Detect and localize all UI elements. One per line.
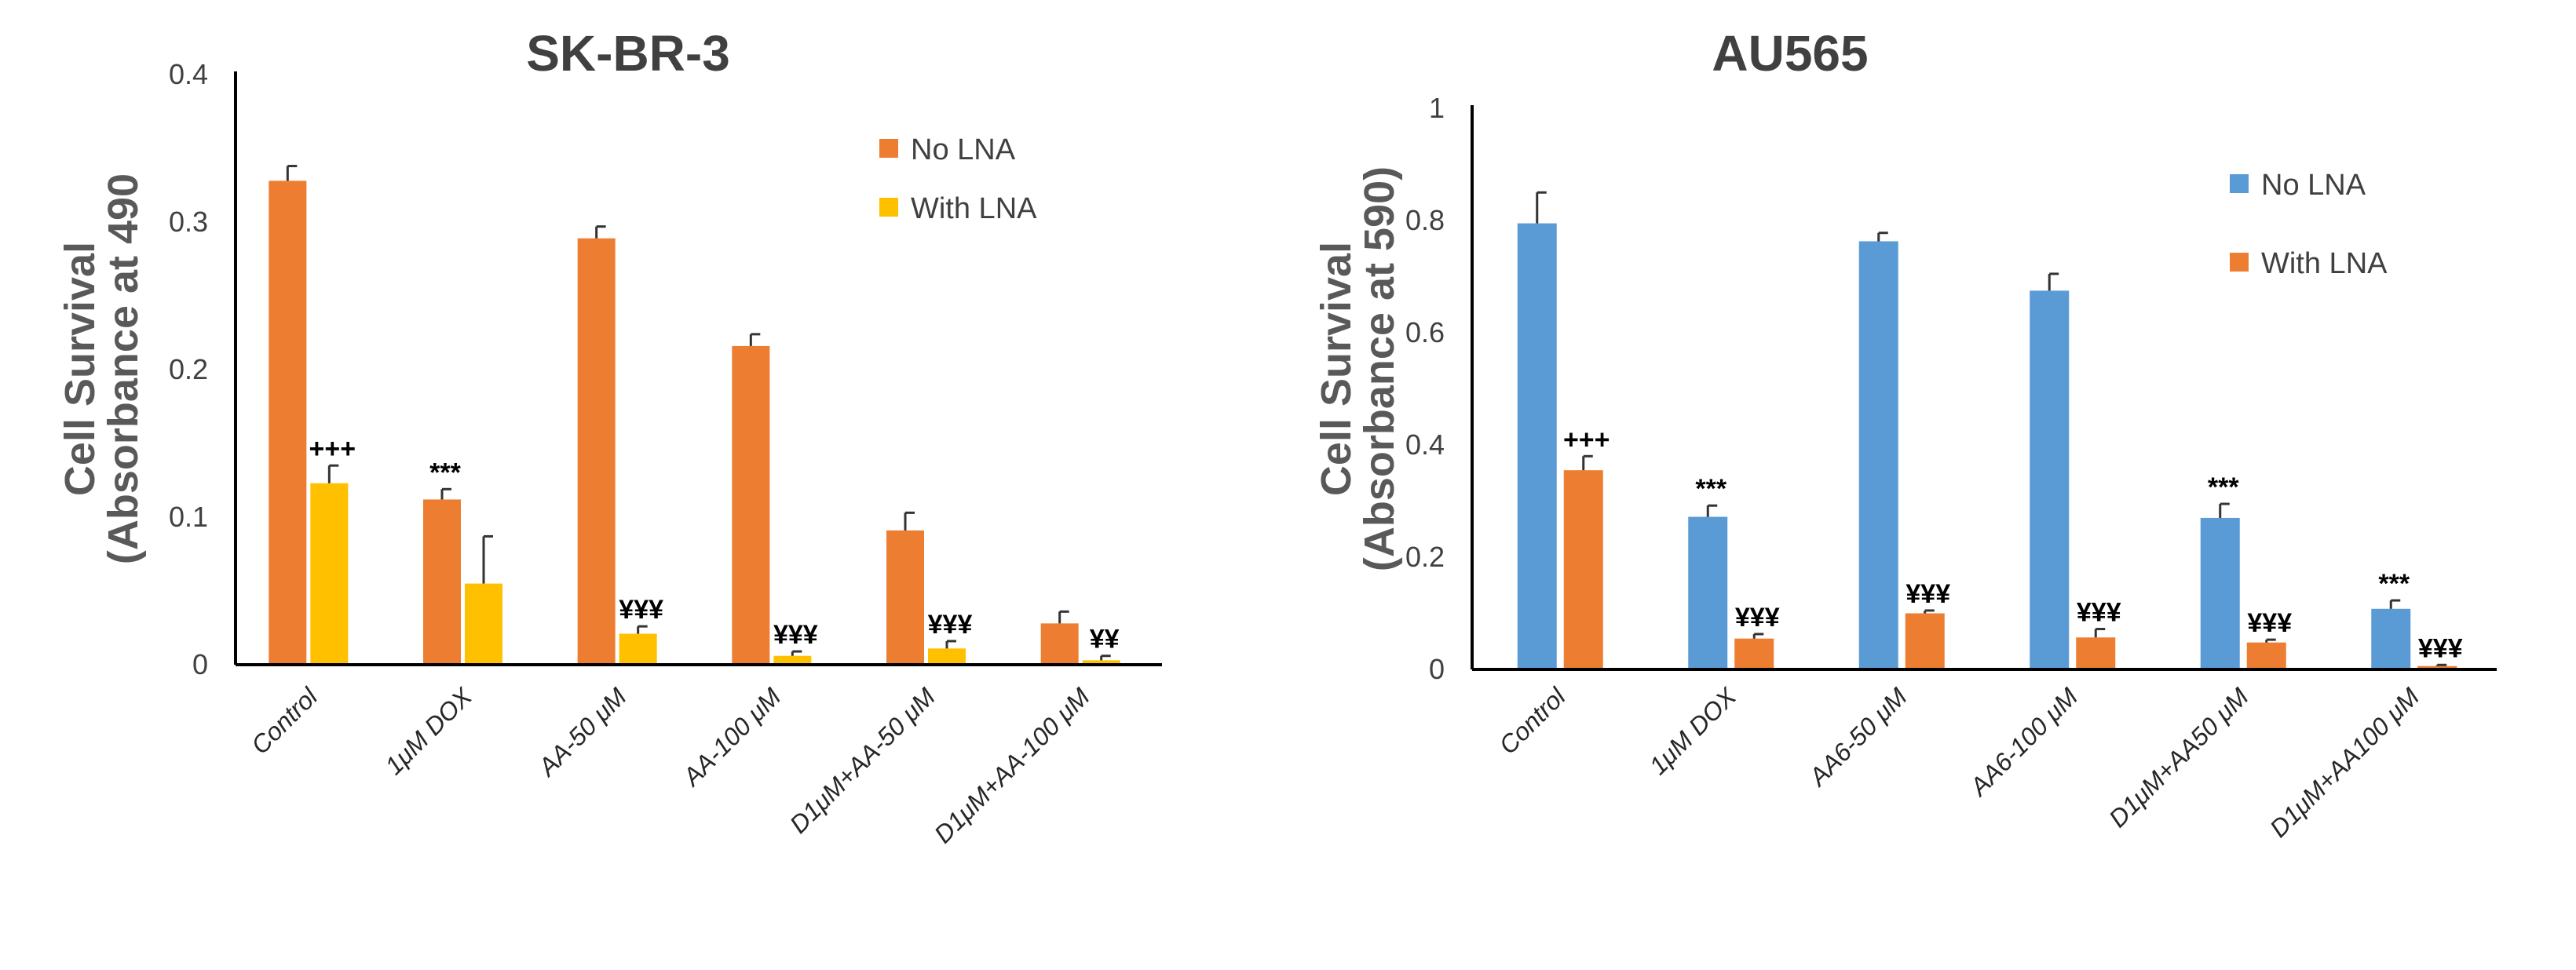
bar [732, 345, 770, 665]
x-category-label: Control [1493, 682, 1571, 760]
bar [2200, 517, 2240, 669]
bar [2030, 290, 2070, 669]
bar [1734, 638, 1774, 669]
chart-au565: AU565 Cell Survival (Absorbance at 590) 0 0.… [1288, 0, 2576, 966]
legend-swatch [2230, 174, 2249, 193]
bar [465, 583, 502, 665]
y-tick-label: 0.4 [169, 58, 208, 90]
significance-label: +++ [1563, 425, 1610, 454]
significance-label: ¥¥¥ [2077, 598, 2121, 628]
bar [2246, 642, 2286, 669]
bar [1517, 223, 1557, 669]
bar [773, 655, 812, 665]
y-tick-label: 0.2 [1405, 541, 1445, 573]
y-tick-label: 0.3 [169, 206, 208, 238]
significance-label: ¥¥¥ [928, 610, 973, 640]
y-tick-label: 0 [1429, 653, 1445, 685]
chart-sk-br-3-svg: SK-BR-3 Cell Survival(Absorbance at 490 0 0… [57, 25, 1162, 848]
significance-label: ¥¥¥ [773, 620, 818, 650]
y-tick-label: 0.8 [1405, 204, 1445, 236]
legend-label: No LNA [2261, 169, 2366, 202]
legend-swatch [879, 198, 898, 217]
chart-au565-svg: AU565 Cell Survival(Absorbance at 590) 0 0.… [1313, 25, 2497, 843]
x-category-label: AA-50 μM [532, 682, 632, 782]
y-tick-label: 0.2 [169, 353, 208, 385]
significance-label: ¥¥¥ [2418, 633, 2463, 663]
y-tick-label: 0.4 [1405, 428, 1445, 461]
x-category-label: AA6-100 μM [1964, 682, 2084, 802]
x-category-label: AA6-50 μM [1803, 682, 1913, 792]
bar [423, 499, 461, 665]
significance-label: ¥¥¥ [619, 595, 663, 625]
bar [310, 483, 349, 665]
y-tick-label: 0.1 [169, 501, 208, 533]
chart-sk-br-3: SK-BR-3 Cell Survival (Absorbance at 490 0 0… [0, 0, 1288, 966]
x-category-label: 1μM DOX [379, 681, 478, 780]
y-axis-label-units: (Absorbance at 490 [100, 173, 147, 564]
significance-label: +++ [309, 434, 356, 464]
bar [1858, 241, 1898, 670]
y-tick-label: 1 [1429, 92, 1445, 124]
y-axis-label-units: (Absorbance at 590) [1356, 166, 1403, 571]
y-tick-label: 0.6 [1405, 316, 1445, 348]
bar [1082, 660, 1120, 665]
x-category-label: D1μM+AA50 μM [2103, 682, 2254, 833]
significance-label: *** [429, 458, 461, 487]
x-category-label: D1μM+AA-100 μM [929, 682, 1095, 848]
legend-swatch [2230, 253, 2249, 272]
y-axis-label: Cell Survival [57, 242, 104, 496]
legend-label: No LNA [911, 133, 1016, 166]
bar [2076, 637, 2116, 669]
y-axis-label: Cell Survival [1313, 242, 1360, 496]
x-category-label: 1μM DOX [1644, 681, 1743, 780]
x-category-label: Control [246, 682, 323, 760]
x-category-label: AA-100 μM [676, 682, 786, 792]
significance-label: ¥¥¥ [1906, 579, 1950, 609]
bar [928, 648, 966, 665]
bar [1563, 470, 1603, 669]
significance-label: *** [2208, 472, 2239, 502]
legend-swatch [879, 139, 898, 158]
bar [1688, 516, 1728, 669]
significance-label: *** [1695, 474, 1726, 504]
legend-label: With LNA [911, 192, 1037, 225]
significance-label: ¥¥¥ [2247, 608, 2292, 638]
bar [269, 181, 307, 666]
bar [1040, 623, 1079, 665]
bar [619, 633, 657, 665]
legend-label: With LNA [2261, 247, 2388, 280]
significance-label: *** [2378, 569, 2410, 599]
x-category-label: D1μM+AA-50 μM [784, 682, 941, 839]
bar [886, 530, 924, 665]
significance-label: ¥¥¥ [1735, 603, 1780, 633]
chart-title: AU565 [1712, 25, 1868, 82]
y-tick-label: 0 [192, 648, 208, 680]
chart-title: SK-BR-3 [526, 25, 730, 82]
x-category-label: D1μM+AA100 μM [2264, 682, 2425, 843]
bar [2371, 608, 2411, 669]
bar [577, 238, 616, 665]
bar [1905, 613, 1945, 669]
bar [2417, 666, 2457, 669]
significance-label: ¥¥ [1090, 625, 1120, 655]
